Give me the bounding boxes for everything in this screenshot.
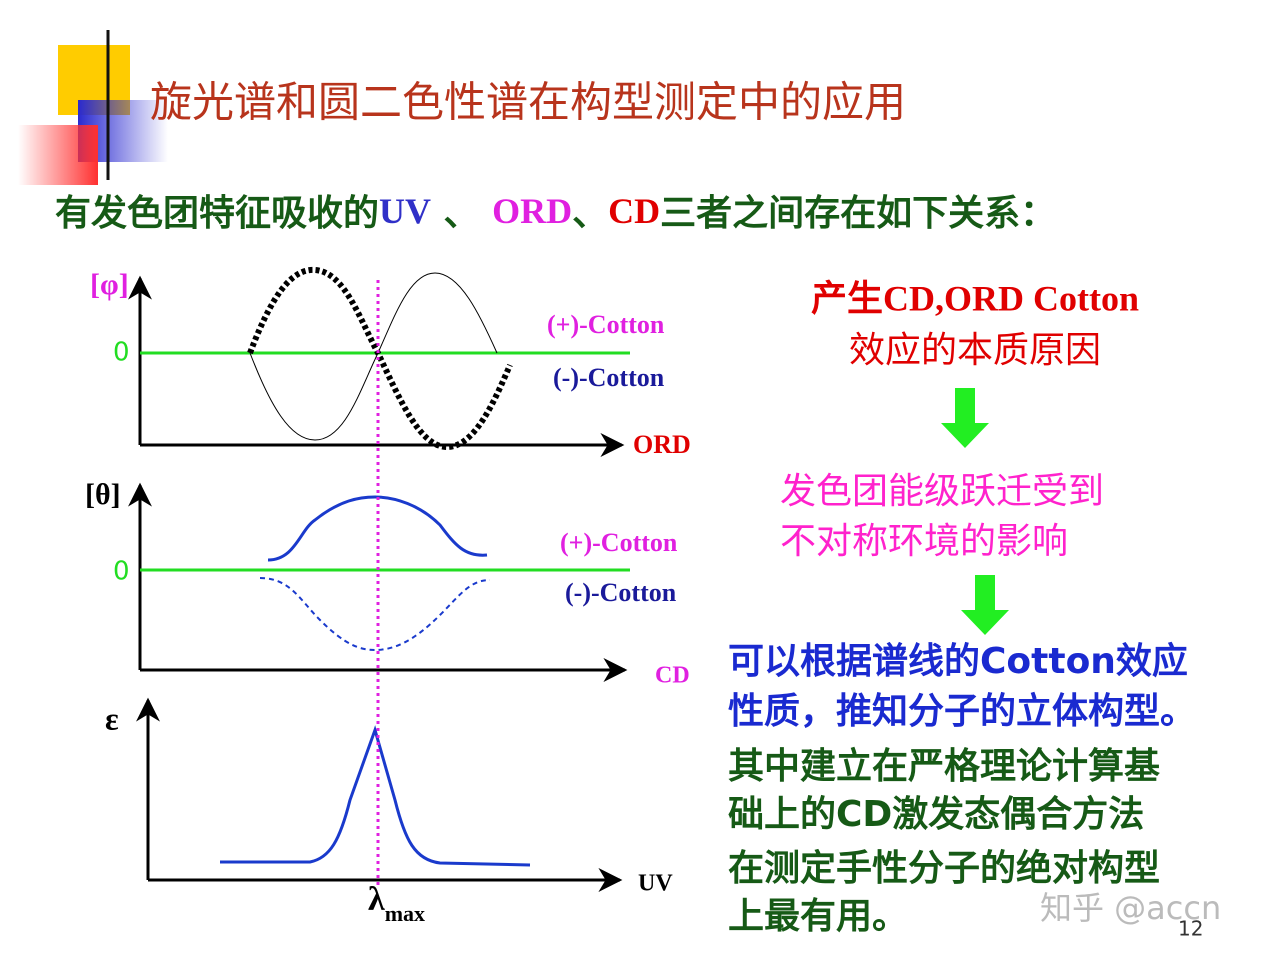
cause-text: 效应的本质原因 xyxy=(849,330,1101,371)
y-label: [θ] xyxy=(85,478,121,511)
plus-label: (+)-Cotton xyxy=(547,310,665,339)
x-label: ORD xyxy=(633,430,691,459)
application-text: 可以根据谱线的Cotton效应 xyxy=(728,641,1188,682)
x-label: UV xyxy=(638,871,673,897)
intro-ord: ORD xyxy=(492,191,572,231)
zero-label: 0 xyxy=(113,557,130,587)
intro-cd: CD xyxy=(608,191,660,231)
plus-label: (+)-Cotton xyxy=(560,528,678,557)
minus-label: (-)-Cotton xyxy=(565,578,677,607)
watermark: 知乎 @accn xyxy=(1040,889,1221,927)
y-label: ε xyxy=(105,700,119,736)
curve xyxy=(259,577,491,652)
zero-label: 0 xyxy=(113,338,130,368)
minus-label: (-)-Cotton xyxy=(553,363,665,392)
curve xyxy=(247,266,513,451)
lambda-subscript: max xyxy=(385,901,425,926)
cause-text: 产生CD,ORD Cotton xyxy=(811,278,1139,318)
decor-square xyxy=(18,125,98,185)
y-label: [φ] xyxy=(90,268,129,301)
title: 旋光谱和圆二色性谱在构型测定中的应用 xyxy=(150,78,906,127)
mechanism-text: 不对称环境的影响 xyxy=(780,521,1068,562)
intro-sep: 、 xyxy=(572,193,608,234)
mechanism-text: 发色团能级跃迁受到 xyxy=(780,471,1104,512)
curve xyxy=(220,725,531,867)
note-text: 其中建立在严格理论计算基 xyxy=(728,746,1160,787)
lambda-symbol: λ xyxy=(368,881,385,918)
intro-text: 三者之间存在如下关系： xyxy=(660,193,1056,234)
note-text: 在测定手性分子的绝对构型 xyxy=(728,847,1160,889)
note-text: 上最有用。 xyxy=(728,896,908,937)
x-label: CD xyxy=(655,663,690,689)
note-text: 础上的CD激发态偶合方法 xyxy=(728,794,1144,835)
intro-uv: UV xyxy=(379,191,431,231)
arrow xyxy=(941,388,989,448)
lambda-label: λmax xyxy=(368,881,425,926)
intro-sep: 、 xyxy=(431,193,492,234)
intro-text: 有发色团特征吸收的 xyxy=(55,193,379,234)
intro: 有发色团特征吸收的UV 、 ORD、CD三者之间存在如下关系： xyxy=(55,191,1056,234)
curve xyxy=(267,495,488,562)
page-number: 12 xyxy=(1178,917,1203,941)
curve xyxy=(249,272,498,441)
arrow xyxy=(961,575,1009,635)
application-text: 性质，推知分子的立体构型。 xyxy=(728,691,1196,732)
